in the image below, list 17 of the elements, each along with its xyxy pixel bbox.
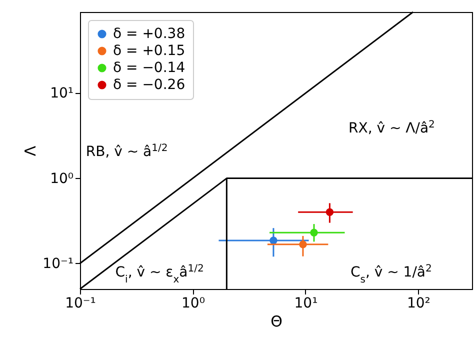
annotation: RX, v̂ ~ Λ/â$^{2}$ xyxy=(348,118,435,136)
y-tick-label: 10⁰ xyxy=(50,170,74,187)
y-tick-label: 10⁻¹ xyxy=(42,256,74,272)
x-tick-label: 10⁻¹ xyxy=(65,296,96,312)
annotation: RB, v̂ ~ â$^{1/2}$ xyxy=(86,142,168,160)
annotation: C$_{s}$, v̂ ~ 1/â$^{2}$ xyxy=(350,262,432,285)
x-tick-label: 10² xyxy=(406,296,430,312)
legend-label: δ = −0.14 xyxy=(113,60,186,76)
x-tick-label: 10¹ xyxy=(294,296,318,312)
x-axis-title: Θ xyxy=(270,312,282,330)
y-axis-title: Λ xyxy=(22,145,40,156)
legend-label: δ = +0.38 xyxy=(113,26,186,42)
x-tick-label: 10⁰ xyxy=(182,296,206,312)
annotation: C$_{i}$, v̂ ~ ε$_{x}$â$^{1/2}$ xyxy=(115,262,204,285)
legend-label: δ = −0.26 xyxy=(113,77,186,93)
legend-label: δ = +0.15 xyxy=(113,43,186,59)
y-tick-label: 10¹ xyxy=(50,86,74,102)
